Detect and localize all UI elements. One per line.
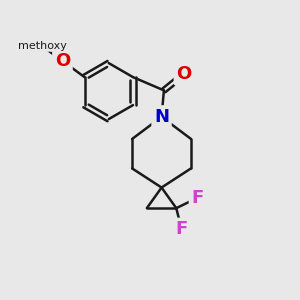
Text: N: N	[154, 108, 169, 126]
Text: F: F	[176, 220, 188, 238]
Text: F: F	[191, 189, 204, 207]
Text: O: O	[176, 65, 192, 83]
Text: O: O	[55, 52, 70, 70]
Text: methoxy: methoxy	[18, 41, 67, 51]
